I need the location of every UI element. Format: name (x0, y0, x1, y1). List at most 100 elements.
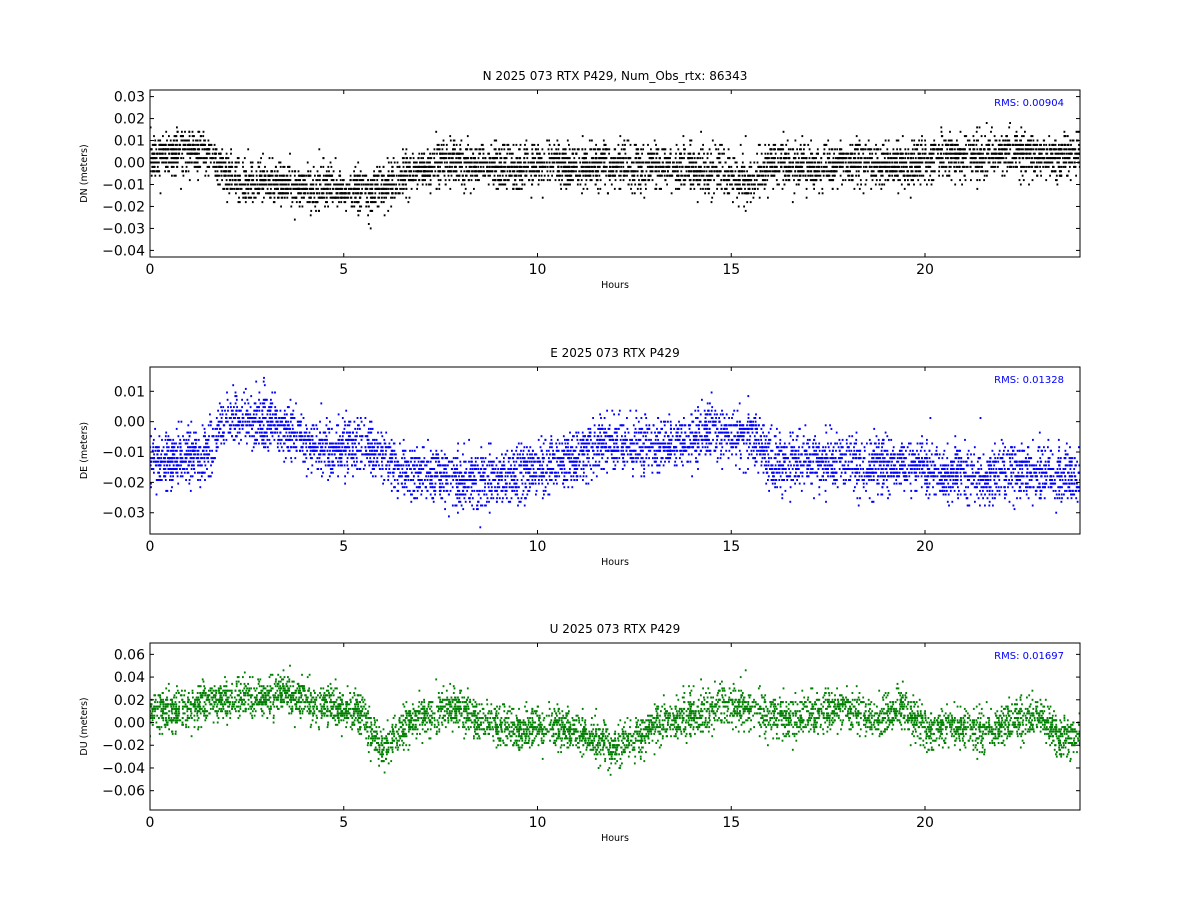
data-point (342, 196, 345, 199)
data-point (172, 157, 175, 160)
data-point (1071, 148, 1073, 151)
data-point (961, 183, 963, 186)
data-point (446, 161, 448, 164)
data-point (377, 187, 380, 190)
data-point (692, 174, 695, 177)
data-point (688, 161, 691, 164)
data-point (1032, 143, 1035, 146)
data-point (587, 174, 590, 177)
data-point (920, 161, 922, 164)
data-point (676, 179, 678, 182)
data-point (504, 179, 507, 182)
data-point (815, 152, 818, 155)
data-point (840, 161, 843, 164)
data-point (276, 179, 279, 182)
data-point (894, 170, 897, 173)
data-point (182, 143, 185, 146)
data-point (455, 157, 458, 160)
data-point (663, 174, 666, 177)
data-point (582, 161, 584, 164)
data-point (357, 183, 359, 186)
data-point (283, 165, 286, 168)
data-point (886, 152, 889, 155)
data-point (741, 174, 744, 177)
data-point (1076, 152, 1079, 155)
data-point (808, 148, 811, 151)
data-point (524, 152, 527, 155)
data-point (899, 161, 901, 164)
data-point (310, 187, 312, 190)
data-point (986, 152, 988, 155)
data-point (687, 165, 690, 168)
data-point (552, 165, 555, 168)
data-point (208, 165, 211, 168)
data-point (413, 161, 415, 164)
data-point (404, 174, 407, 177)
data-point (214, 152, 217, 155)
data-point (364, 183, 367, 186)
data-point (642, 179, 644, 182)
data-point (526, 157, 529, 160)
data-point (963, 174, 966, 177)
data-point (586, 187, 589, 190)
data-point (507, 179, 510, 182)
data-point (557, 161, 560, 164)
data-point (421, 179, 424, 182)
data-point (312, 183, 315, 186)
data-point (622, 161, 624, 164)
data-point (329, 187, 332, 190)
data-point (563, 165, 566, 168)
data-point (1040, 161, 1043, 164)
data-point (182, 157, 185, 160)
data-point (305, 183, 308, 186)
data-point (708, 174, 711, 177)
data-point (248, 179, 251, 182)
data-point (568, 157, 571, 160)
data-point (976, 179, 979, 182)
data-point (336, 205, 339, 208)
data-point (489, 165, 491, 168)
data-point (760, 174, 762, 177)
data-point (597, 192, 600, 195)
data-point (456, 152, 459, 155)
data-point (805, 179, 807, 182)
data-point (330, 179, 333, 182)
data-point (1015, 157, 1018, 160)
data-point (988, 157, 991, 160)
data-point (921, 152, 924, 155)
data-point (327, 205, 329, 208)
data-point (613, 174, 616, 177)
data-point (168, 135, 170, 138)
data-point (413, 179, 415, 182)
data-point (421, 183, 424, 186)
data-point (627, 183, 630, 186)
data-point (192, 143, 194, 146)
data-point (855, 174, 857, 177)
data-point (408, 161, 411, 164)
data-point (166, 139, 168, 142)
data-point (640, 161, 642, 164)
data-point (841, 161, 844, 164)
data-point (242, 161, 244, 164)
data-point (622, 157, 624, 160)
data-point (651, 161, 653, 164)
data-point (731, 170, 734, 173)
data-point (1049, 174, 1051, 177)
data-point (718, 161, 721, 164)
data-point (855, 135, 858, 138)
data-point (917, 161, 920, 164)
data-point (497, 187, 499, 190)
data-point (510, 161, 513, 164)
data-point (402, 165, 405, 168)
data-point (1043, 148, 1046, 151)
data-point (160, 157, 162, 160)
data-point (1021, 135, 1023, 138)
data-point (569, 174, 571, 177)
data-point (930, 152, 932, 155)
data-point (639, 165, 642, 168)
data-point (203, 161, 206, 164)
data-point (316, 201, 318, 204)
data-point (393, 196, 396, 199)
data-point (992, 161, 995, 164)
data-point (801, 165, 804, 168)
